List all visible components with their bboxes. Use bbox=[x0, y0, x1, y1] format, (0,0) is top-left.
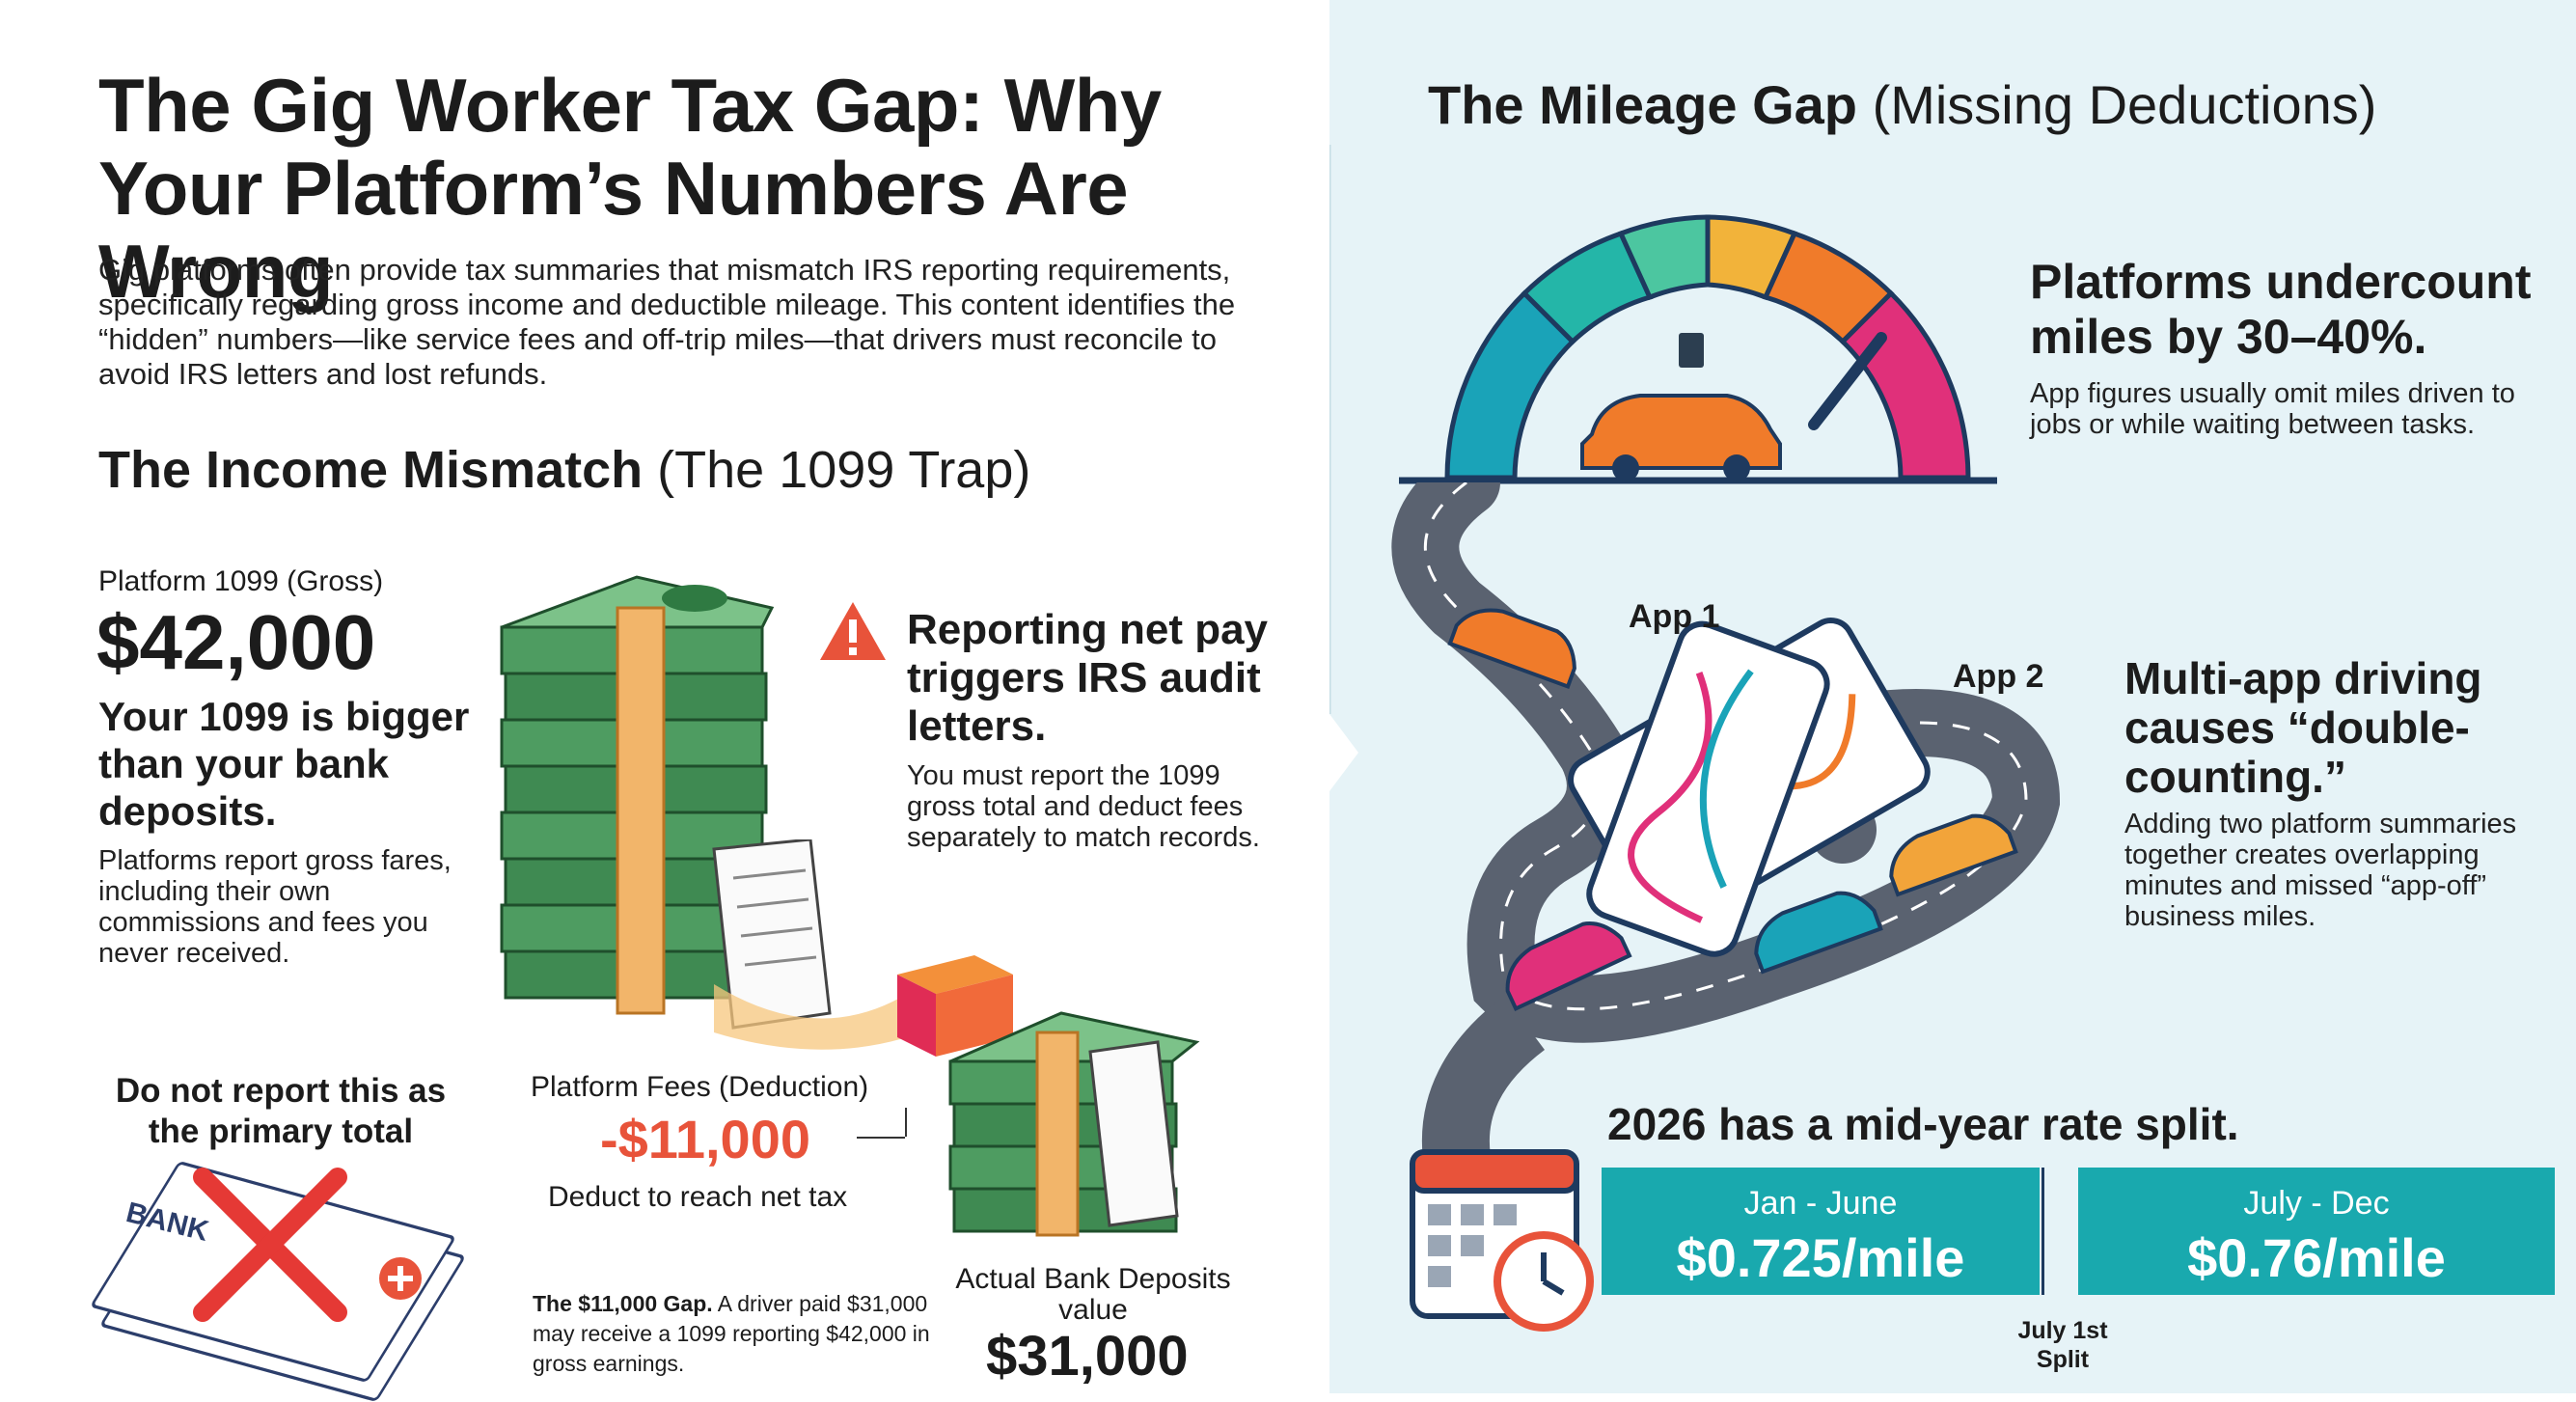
bigger-text: Platforms report gross fares, including … bbox=[98, 845, 452, 969]
income-heading-bold: The Income Mismatch bbox=[98, 441, 644, 499]
rate-card-july-dec: July - Dec $0.76/mile bbox=[2078, 1168, 2555, 1295]
warning-icon bbox=[820, 602, 886, 660]
warning-heading: Reporting net pay triggers IRS audit let… bbox=[907, 606, 1269, 750]
bank-statement-illustration: BANK bbox=[89, 1158, 482, 1402]
mileage-heading-bold: The Mileage Gap bbox=[1428, 74, 1857, 135]
fees-connector bbox=[857, 1137, 905, 1139]
rate-value: $0.725/mile bbox=[1676, 1227, 1965, 1288]
calendar-icon bbox=[1410, 1149, 1594, 1332]
do-not-report-label: Do not report this as the primary total bbox=[115, 1072, 447, 1150]
mileage-heading: The Mileage Gap (Missing Deductions) bbox=[1428, 73, 2566, 136]
fees-label: Platform Fees (Deduction) bbox=[531, 1071, 869, 1103]
small-money-stack-illustration bbox=[948, 1011, 1200, 1237]
mileage-heading-thin: (Missing Deductions) bbox=[1872, 74, 2377, 135]
gap-text: A driver paid $31,000 may receive a 1099… bbox=[533, 1291, 930, 1376]
speedometer-gauge bbox=[1399, 214, 1997, 484]
fees-value: -$11,000 bbox=[600, 1109, 810, 1169]
gross-value: $42,000 bbox=[96, 599, 376, 685]
rate-value: $0.76/mile bbox=[2187, 1227, 2446, 1288]
fees-connector-v bbox=[905, 1108, 907, 1137]
plus-badge-icon bbox=[379, 1257, 422, 1300]
bigger-heading: Your 1099 is bigger than your bank depos… bbox=[98, 694, 470, 834]
undercount-heading: Platforms undercount miles by 30–40%. bbox=[2030, 255, 2532, 364]
rate-period: July - Dec bbox=[2243, 1185, 2390, 1222]
receipt-icon bbox=[712, 839, 832, 1030]
fee-block-icon bbox=[897, 955, 1013, 1057]
multi-text: Adding two platform summaries together c… bbox=[2124, 809, 2517, 932]
fees-note: Deduct to reach net tax bbox=[548, 1181, 848, 1213]
app2-label: App 2 bbox=[1953, 658, 2044, 695]
flow-swoosh bbox=[714, 965, 945, 1050]
page-title: The Gig Worker Tax Gap: Why Your Platfor… bbox=[98, 63, 1162, 314]
deposits-value: $31,000 bbox=[986, 1325, 1189, 1388]
split-marker bbox=[2042, 1168, 2044, 1295]
split-label: July 1st Split bbox=[2017, 1317, 2108, 1373]
gross-label: Platform 1099 (Gross) bbox=[98, 565, 384, 597]
warning-text: You must report the 1099 gross total and… bbox=[907, 760, 1260, 853]
multi-heading: Multi-app driving causes “double-countin… bbox=[2124, 653, 2482, 802]
road-phones-illustration bbox=[1391, 482, 2061, 1158]
red-x-icon bbox=[193, 1168, 347, 1322]
gap-note: The $11,000 Gap. A driver paid $31,000 m… bbox=[533, 1289, 938, 1379]
income-heading-thin: (The 1099 Trap) bbox=[657, 441, 1031, 499]
app1-label: App 1 bbox=[1629, 598, 1720, 635]
money-stack-illustration bbox=[500, 575, 775, 1015]
gap-bold: The $11,000 Gap. bbox=[533, 1291, 713, 1316]
rate-heading: 2026 has a mid-year rate split. bbox=[1607, 1099, 2239, 1149]
panel-divider bbox=[1329, 0, 1387, 1393]
undercount-text: App figures usually omit miles driven to… bbox=[2030, 378, 2515, 440]
intro-text: Gig platforms often provide tax summarie… bbox=[98, 253, 1236, 391]
income-heading: The Income Mismatch (The 1099 Trap) bbox=[98, 440, 1256, 500]
deposits-label: Actual Bank Deposits value bbox=[955, 1263, 1231, 1326]
rate-card-jan-june: Jan - June $0.725/mile bbox=[1602, 1168, 2040, 1295]
rate-period: Jan - June bbox=[1743, 1185, 1898, 1222]
